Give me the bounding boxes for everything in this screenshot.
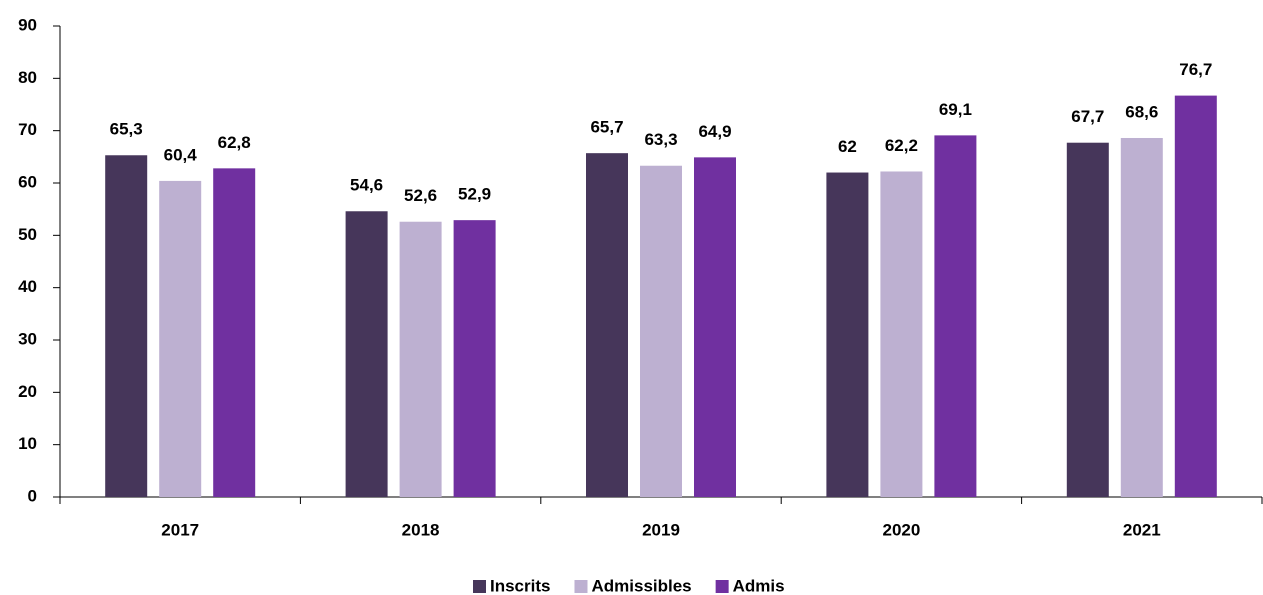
bar xyxy=(345,211,388,497)
bar xyxy=(694,157,736,497)
data-label: 52,9 xyxy=(458,185,491,204)
y-tick-label: 80 xyxy=(18,68,37,87)
y-tick-label: 10 xyxy=(18,434,37,453)
data-label: 62 xyxy=(838,137,857,156)
data-label: 76,7 xyxy=(1179,60,1212,79)
y-tick-label: 70 xyxy=(18,120,37,139)
data-label: 63,3 xyxy=(644,130,677,149)
data-label: 68,6 xyxy=(1125,102,1158,121)
legend-swatch xyxy=(473,580,486,593)
bar xyxy=(399,221,442,497)
data-label: 62,8 xyxy=(218,133,251,152)
data-label: 54,6 xyxy=(350,176,383,195)
bar xyxy=(826,172,869,498)
bar xyxy=(880,171,923,497)
x-tick-label: 2020 xyxy=(882,520,920,539)
y-tick-label: 0 xyxy=(28,486,37,505)
data-label: 64,9 xyxy=(698,122,731,141)
x-tick-label: 2019 xyxy=(642,520,680,539)
data-label: 69,1 xyxy=(939,100,972,119)
data-label: 52,6 xyxy=(404,186,437,205)
data-label: 60,4 xyxy=(164,145,198,164)
bar xyxy=(586,153,628,498)
data-label: 67,7 xyxy=(1071,107,1104,126)
bar xyxy=(453,220,496,497)
legend-swatch xyxy=(715,580,729,593)
y-tick-label: 50 xyxy=(18,225,37,244)
y-tick-label: 40 xyxy=(18,277,37,296)
bar xyxy=(1120,137,1163,497)
x-tick-label: 2021 xyxy=(1123,520,1161,539)
legend-label: Admissibles xyxy=(591,576,691,595)
y-tick-label: 60 xyxy=(18,172,37,191)
bar xyxy=(934,135,977,498)
bar xyxy=(105,155,148,497)
bar xyxy=(1174,95,1217,497)
bar xyxy=(159,180,202,497)
data-label: 65,3 xyxy=(110,120,143,139)
bar xyxy=(640,165,682,498)
y-tick-label: 90 xyxy=(18,15,37,34)
data-label: 65,7 xyxy=(590,118,623,137)
bar xyxy=(213,168,256,497)
legend-label: Inscrits xyxy=(490,576,550,595)
bar xyxy=(1066,142,1109,497)
x-tick-label: 2017 xyxy=(161,520,199,539)
y-tick-label: 20 xyxy=(18,382,37,401)
legend-label: Admis xyxy=(733,576,785,595)
y-tick-label: 30 xyxy=(18,329,37,348)
legend-swatch xyxy=(574,580,588,593)
x-tick-label: 2018 xyxy=(402,520,440,539)
data-label: 62,2 xyxy=(885,136,918,155)
